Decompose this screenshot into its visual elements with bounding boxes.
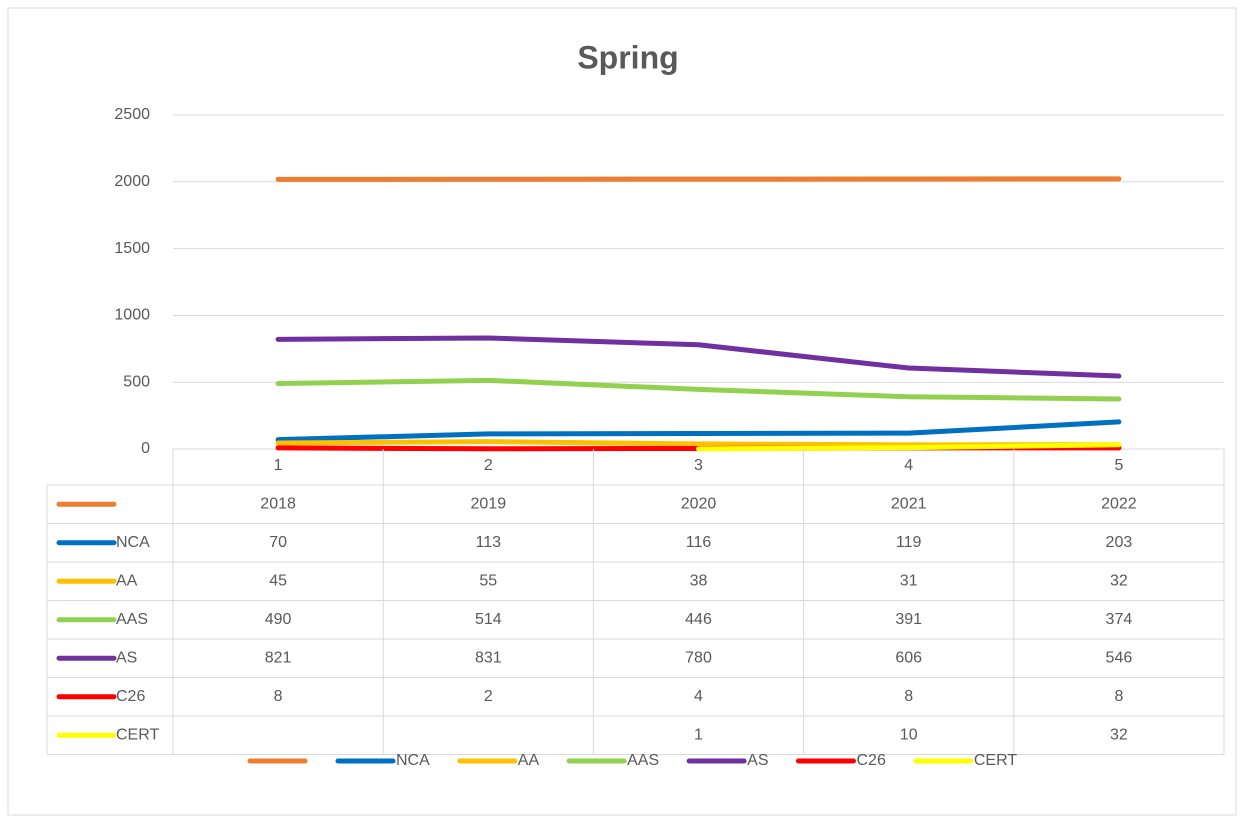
table-cell: 821 <box>265 649 292 666</box>
y-tick-label: 2000 <box>114 173 150 190</box>
table-cell: 514 <box>475 611 502 628</box>
table-cell: 2018 <box>260 495 296 512</box>
series-line <box>275 335 1122 379</box>
legend-label: AA <box>518 752 540 769</box>
series-line <box>696 442 1122 452</box>
table-cell: 4 <box>694 688 703 705</box>
table-cell: 446 <box>685 611 712 628</box>
legend-label: CERT <box>974 752 1017 769</box>
y-tick-label: 1000 <box>114 307 150 324</box>
x-tick-label: 5 <box>1114 457 1123 474</box>
table-cell: 8 <box>1114 688 1123 705</box>
table-cell: 374 <box>1106 611 1133 628</box>
chart-area <box>7 7 1237 816</box>
table-cell: 70 <box>269 534 287 551</box>
series-line <box>275 176 1122 182</box>
table-cell: 31 <box>900 572 918 589</box>
table-cell: 2019 <box>471 495 507 512</box>
legend-label: NCA <box>396 752 430 769</box>
legend-label: AAS <box>627 752 659 769</box>
table-row-label: C26 <box>116 688 145 705</box>
table-cell: 2022 <box>1101 495 1137 512</box>
legend-label: AS <box>747 752 768 769</box>
y-tick-label: 1500 <box>114 240 150 257</box>
table-row-label: NCA <box>116 534 150 551</box>
table-row-label: AAS <box>116 611 148 628</box>
table-cell: 38 <box>690 572 708 589</box>
table-cell: 45 <box>269 572 287 589</box>
x-tick-label: 3 <box>694 457 703 474</box>
table-cell: 831 <box>475 649 502 666</box>
table-cell: 8 <box>274 688 283 705</box>
table-cell: 32 <box>1110 572 1128 589</box>
legend-label: C26 <box>856 752 885 769</box>
table-row-label: AA <box>116 572 138 589</box>
table-cell: 10 <box>900 726 918 743</box>
x-tick-label: 2 <box>484 457 493 474</box>
series-line <box>275 419 1122 443</box>
y-tick-label: 0 <box>141 440 150 457</box>
series-line <box>275 377 1122 402</box>
table-row-label: AS <box>116 649 137 666</box>
x-tick-label: 1 <box>274 457 283 474</box>
table-cell: 8 <box>904 688 913 705</box>
table-cell: 780 <box>685 649 712 666</box>
table-cell: 113 <box>476 534 502 551</box>
chart-title: Spring <box>577 39 678 75</box>
table-cell: 2021 <box>891 495 927 512</box>
table-cell: 203 <box>1106 534 1133 551</box>
table-cell: 490 <box>265 611 292 628</box>
table-cell: 2020 <box>681 495 717 512</box>
y-tick-label: 500 <box>123 373 150 390</box>
table-row-label: CERT <box>116 726 159 743</box>
table-cell: 2 <box>484 688 493 705</box>
table-cell: 116 <box>686 534 712 551</box>
table-cell: 391 <box>895 611 922 628</box>
table-cell: 1 <box>694 726 703 743</box>
table-cell: 55 <box>479 572 497 589</box>
x-tick-label: 4 <box>904 457 913 474</box>
table-cell: 606 <box>895 649 922 666</box>
table-cell: 546 <box>1106 649 1133 666</box>
table-cell: 32 <box>1110 726 1128 743</box>
table-cell: 119 <box>896 534 922 551</box>
y-tick-label: 2500 <box>114 106 150 123</box>
